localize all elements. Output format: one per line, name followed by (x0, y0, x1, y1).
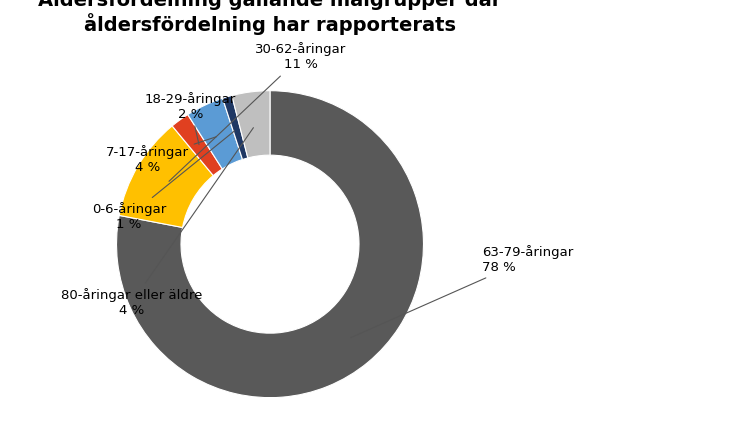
Wedge shape (119, 126, 213, 228)
Text: 18-29-åringar
2 %: 18-29-åringar 2 % (145, 92, 236, 145)
Text: 63-79-åringar
78 %: 63-79-åringar 78 % (351, 245, 573, 337)
Wedge shape (172, 115, 222, 176)
Title: Åldersfördelning gällande målgrupper där
åldersfördelning har rapporterats: Åldersfördelning gällande målgrupper där… (38, 0, 502, 35)
Text: 0-6-åringar
1 %: 0-6-åringar 1 % (92, 131, 235, 231)
Wedge shape (223, 95, 248, 160)
Text: 30-62-åringar
11 %: 30-62-åringar 11 % (169, 42, 346, 181)
Text: 80-åringar eller äldre
4 %: 80-åringar eller äldre 4 % (62, 128, 254, 317)
Wedge shape (116, 91, 424, 398)
Wedge shape (188, 98, 242, 169)
Text: 7-17-åringar
4 %: 7-17-åringar 4 % (106, 137, 217, 174)
Wedge shape (232, 91, 270, 158)
